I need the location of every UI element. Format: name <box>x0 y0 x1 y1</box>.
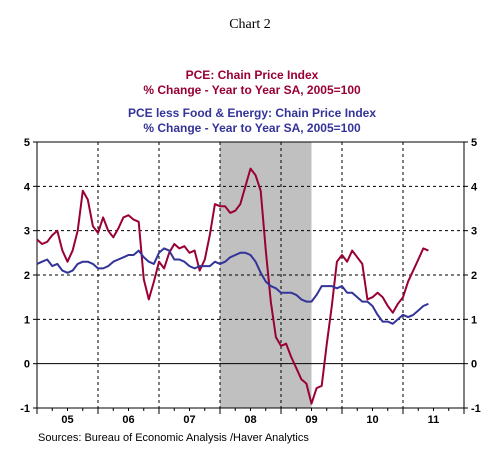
x-tick-label-07: 07 <box>183 414 195 426</box>
legend-series-2-name: PCE less Food & Energy: Chain Price Inde… <box>128 106 376 120</box>
y-tick-label-left-6: 5 <box>24 137 30 149</box>
y-tick-label-left-4: 3 <box>24 226 30 238</box>
y-tick-label-right-4: 3 <box>471 226 477 238</box>
y-tick-label-left-1: 0 <box>24 359 30 371</box>
legend-series-1-units: % Change - Year to Year SA, 2005=100 <box>143 83 361 97</box>
y-tick-label-right-6: 5 <box>471 137 477 149</box>
chart-title: Chart 2 <box>229 17 271 32</box>
series-line-2 <box>36 247 429 325</box>
x-tick-label-08: 08 <box>244 414 256 426</box>
y-tick-label-left-2: 1 <box>24 314 30 326</box>
x-tick-label-11: 11 <box>428 414 440 426</box>
y-tick-label-left-3: 2 <box>24 270 30 282</box>
y-tick-label-right-3: 2 <box>471 270 477 282</box>
x-tick-label-06: 06 <box>122 414 134 426</box>
source-note: Sources: Bureau of Economic Analysis /Ha… <box>38 432 309 444</box>
y-tick-label-right-0: -1 <box>471 403 481 415</box>
x-tick-label-05: 05 <box>61 414 73 426</box>
y-tick-label-left-5: 4 <box>24 181 31 193</box>
legend-series-1-name: PCE: Chain Price Index <box>186 68 319 82</box>
y-tick-label-right-1: 0 <box>471 359 477 371</box>
chart-legend: PCE: Chain Price Index % Change - Year t… <box>128 68 376 135</box>
series-line-1 <box>36 167 429 405</box>
x-tick-label-09: 09 <box>305 414 317 426</box>
y-tick-label-left-0: -1 <box>20 403 30 415</box>
legend-series-2-units: % Change - Year to Year SA, 2005=100 <box>143 121 361 135</box>
x-tick-label-10: 10 <box>366 414 378 426</box>
y-tick-label-right-2: 1 <box>471 314 477 326</box>
y-tick-label-right-5: 4 <box>471 181 478 193</box>
